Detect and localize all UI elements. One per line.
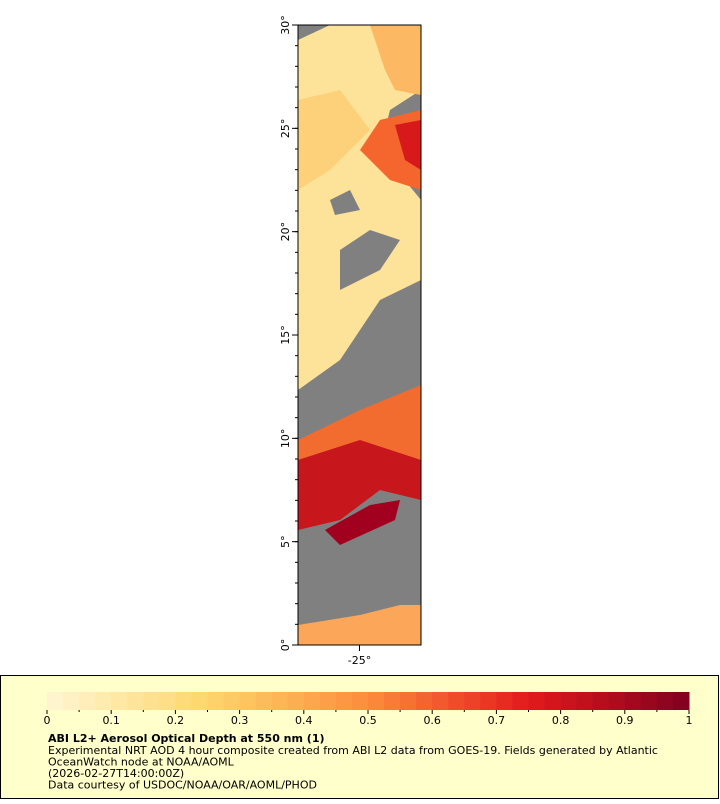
colorbar-step	[319, 692, 337, 710]
colorbar-step	[384, 692, 401, 710]
colorbar-step	[480, 692, 497, 710]
lat-tick-label: 25°	[279, 119, 292, 139]
colorbar-step	[416, 692, 433, 710]
lat-tick-label: 15°	[279, 325, 292, 345]
colorbar-tick-label: 0	[44, 714, 51, 727]
colorbar-step	[432, 692, 449, 710]
colorbar-step	[239, 692, 257, 710]
colorbar-step	[640, 692, 658, 710]
map-image	[298, 25, 421, 645]
colorbar-step	[335, 692, 353, 710]
lon-tick-label: -25°	[348, 654, 371, 667]
colorbar-step	[95, 692, 112, 710]
colorbar-tick-label: 0.8	[552, 714, 570, 727]
lat-tick-label: 5°	[279, 535, 292, 548]
legend-line: (2026-02-27T14:00:00Z)	[48, 767, 184, 780]
colorbar-step	[175, 692, 192, 710]
colorbar-tick-label: 0.2	[167, 714, 185, 727]
colorbar-step	[63, 692, 80, 710]
colorbar-step	[576, 692, 594, 710]
colorbar-tick-label: 0.5	[359, 714, 377, 727]
lat-tick-label: 10°	[279, 429, 292, 449]
colorbar-step	[592, 692, 610, 710]
colorbar-tick-label: 0.6	[423, 714, 441, 727]
colorbar-step	[351, 692, 369, 710]
colorbar-step	[496, 692, 513, 710]
legend-title: ABI L2+ Aerosol Optical Depth at 550 nm …	[48, 732, 325, 745]
colorbar-step	[127, 692, 144, 710]
colorbar-step	[255, 692, 273, 710]
lat-tick-label: 20°	[279, 222, 292, 242]
colorbar-step	[544, 692, 562, 710]
colorbar-step	[528, 692, 546, 710]
colorbar-step	[143, 692, 160, 710]
colorbar-tick-label: 0.7	[488, 714, 506, 727]
colorbar-step	[271, 692, 289, 710]
colorbar-step	[223, 692, 241, 710]
colorbar-step	[368, 692, 385, 710]
colorbar-step	[560, 692, 578, 710]
colorbar-step	[47, 692, 64, 710]
colorbar-step	[672, 692, 690, 710]
colorbar-step	[608, 692, 626, 710]
colorbar-step	[448, 692, 465, 710]
colorbar-step	[287, 692, 305, 710]
colorbar-step	[79, 692, 96, 710]
colorbar-step	[159, 692, 176, 710]
colorbar-step	[464, 692, 481, 710]
colorbar-step	[191, 692, 208, 710]
colorbar-tick-label: 1	[686, 714, 693, 727]
colorbar-step	[400, 692, 417, 710]
colorbar-step	[303, 692, 321, 710]
colorbar-step	[207, 692, 225, 710]
colorbar-step	[512, 692, 529, 710]
legend-line: Data courtesy of USDOC/NOAA/OAR/AOML/PHO…	[48, 779, 317, 792]
colorbar-step	[656, 692, 674, 710]
lat-tick-label: 30°	[279, 15, 292, 35]
legend-line: Experimental NRT AOD 4 hour composite cr…	[48, 744, 658, 757]
colorbar-tick-label: 0.4	[295, 714, 313, 727]
colorbar-tick-label: 0.9	[616, 714, 634, 727]
colorbar-tick-label: 0.3	[231, 714, 249, 727]
colorbar-tick-label: 0.1	[102, 714, 120, 727]
lat-tick-label: 0°	[279, 639, 292, 652]
colorbar-step	[111, 692, 128, 710]
colorbar-step	[624, 692, 642, 710]
legend-line: OceanWatch node at NOAA/AOML	[48, 756, 235, 769]
